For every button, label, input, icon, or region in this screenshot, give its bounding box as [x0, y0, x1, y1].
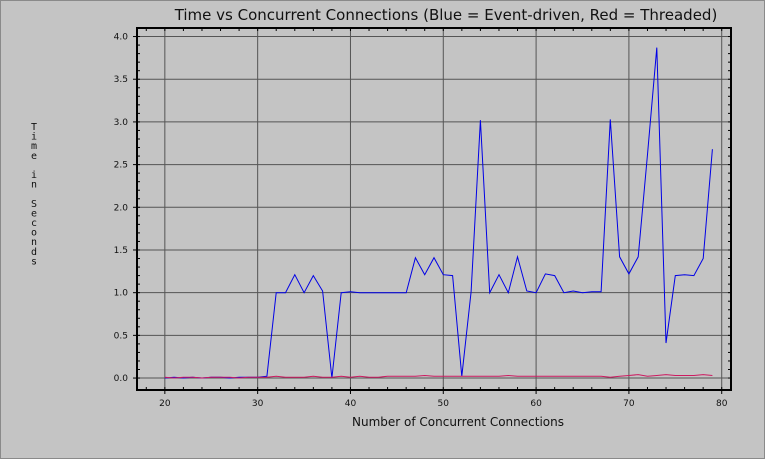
x-tick-label: 80 [716, 399, 728, 409]
series-layer [164, 47, 713, 379]
x-tick-label: 20 [159, 399, 171, 409]
series-line-1 [164, 374, 713, 379]
y-tick-label: 1.5 [114, 246, 128, 256]
plot-border [136, 27, 732, 391]
y-tick-label: 2.0 [114, 203, 129, 213]
x-tick-label: 50 [438, 399, 450, 409]
x-tick-label: 30 [252, 399, 264, 409]
y-tick-label: 3.0 [114, 118, 129, 128]
plot-area [137, 28, 731, 390]
y-tick-label: 0.0 [114, 374, 129, 384]
y-tick-label: 4.0 [114, 33, 129, 43]
y-tick-label: 0.5 [114, 331, 128, 341]
grid-lines [137, 28, 731, 390]
x-axis-label: Number of Concurrent Connections [352, 415, 564, 429]
y-tick-label: 3.5 [114, 75, 128, 85]
y-tick-label: 1.0 [114, 289, 129, 299]
x-tick-label: 70 [623, 399, 635, 409]
x-tick-label: 60 [530, 399, 542, 409]
chart-title: Time vs Concurrent Connections (Blue = E… [174, 6, 718, 24]
x-tick-label: 40 [345, 399, 357, 409]
y-tick-label: 2.5 [114, 161, 128, 171]
